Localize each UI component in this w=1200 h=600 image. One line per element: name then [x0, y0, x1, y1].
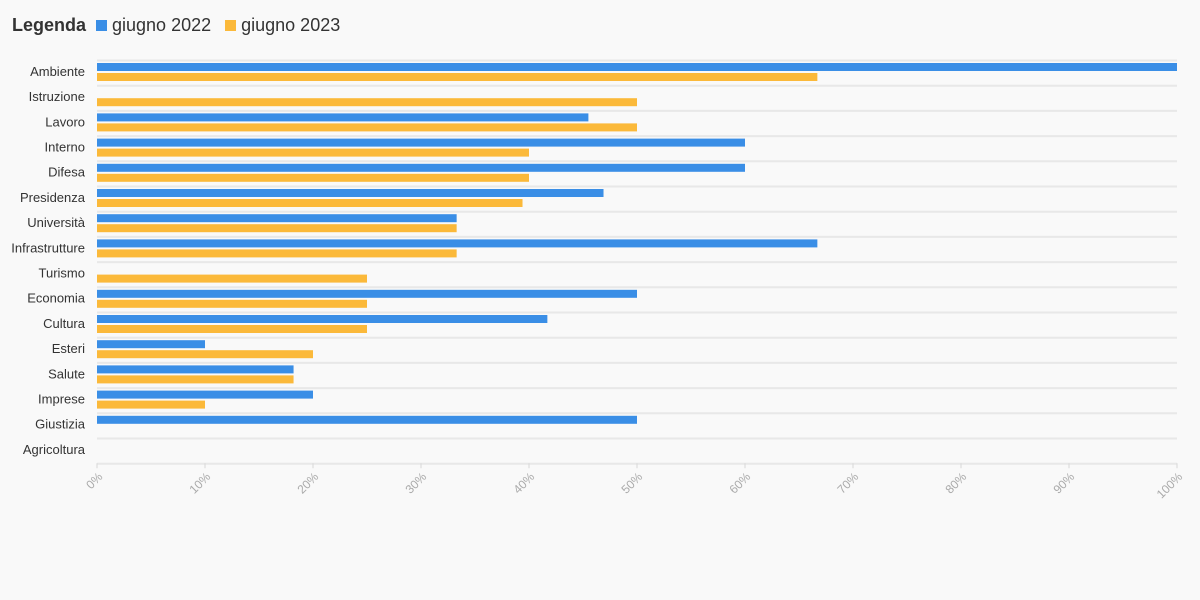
bar-2023[interactable] — [97, 123, 637, 132]
category-label: Ambiente — [30, 64, 85, 79]
category-label: Difesa — [48, 165, 86, 180]
bar-2023[interactable] — [97, 98, 637, 107]
legend-label-2022: giugno 2022 — [112, 14, 212, 35]
bar-2023[interactable] — [97, 148, 529, 157]
legend: Legenda giugno 2022 giugno 2023 — [12, 12, 354, 38]
bar-2023[interactable] — [97, 325, 367, 333]
bar-2023[interactable] — [97, 249, 457, 258]
bar-2023[interactable] — [97, 375, 294, 384]
legend-label-2023: giugno 2023 — [241, 14, 341, 35]
x-tick-label: 50% — [618, 469, 645, 496]
x-tick-label: 0% — [83, 469, 105, 491]
bar-2023[interactable] — [97, 199, 523, 207]
bar-2023[interactable] — [97, 274, 367, 283]
category-label: Imprese — [38, 392, 85, 407]
bar-2023[interactable] — [97, 73, 818, 81]
bar-2022[interactable] — [97, 390, 313, 399]
bar-2022[interactable] — [97, 63, 1177, 71]
bar-2023[interactable] — [97, 299, 367, 308]
legend-item-2022[interactable]: giugno 2022 — [96, 15, 211, 36]
bar-2022[interactable] — [97, 289, 637, 298]
category-label: Istruzione — [29, 89, 85, 104]
x-tick-label: 100% — [1154, 469, 1186, 501]
x-tick-label: 30% — [402, 469, 429, 496]
bar-2022[interactable] — [97, 315, 548, 323]
x-tick-label: 90% — [1050, 469, 1077, 496]
bar-2022[interactable] — [97, 113, 589, 122]
x-tick-label: 40% — [510, 469, 537, 496]
legend-item-2023[interactable]: giugno 2023 — [225, 15, 340, 36]
bar-2022[interactable] — [97, 138, 745, 147]
x-tick-label: 80% — [942, 469, 969, 496]
bar-2022[interactable] — [97, 415, 637, 424]
bar-2022[interactable] — [97, 239, 818, 248]
bar-2023[interactable] — [97, 400, 205, 409]
category-label: Presidenza — [20, 190, 86, 205]
bar-2022[interactable] — [97, 189, 604, 197]
category-label: Cultura — [43, 316, 86, 331]
category-label: Economia — [27, 291, 86, 306]
category-label: Infrastrutture — [11, 240, 85, 255]
legend-swatch-2022 — [96, 19, 108, 31]
category-label: Lavoro — [45, 114, 85, 129]
legend-swatch-2023 — [225, 19, 237, 31]
x-tick-label: 20% — [294, 469, 321, 496]
x-tick-label: 10% — [186, 469, 213, 496]
category-label: Esteri — [52, 341, 85, 356]
x-tick-label: 70% — [834, 469, 861, 496]
legend-title: Legenda — [12, 14, 87, 35]
bar-2023[interactable] — [97, 224, 457, 233]
category-label: Turismo — [39, 266, 85, 281]
category-label: Giustizia — [35, 417, 86, 432]
category-label: Università — [27, 215, 86, 230]
category-label: Salute — [48, 366, 85, 381]
bar-2023[interactable] — [97, 173, 529, 182]
bar-2022[interactable] — [97, 163, 745, 172]
x-tick-label: 60% — [726, 469, 753, 496]
category-label: Agricoltura — [23, 442, 86, 457]
bar-2022[interactable] — [97, 365, 294, 374]
bar-2022[interactable] — [97, 214, 457, 223]
bar-2023[interactable] — [97, 350, 313, 359]
bar-2022[interactable] — [97, 340, 205, 349]
category-label: Interno — [45, 140, 85, 155]
